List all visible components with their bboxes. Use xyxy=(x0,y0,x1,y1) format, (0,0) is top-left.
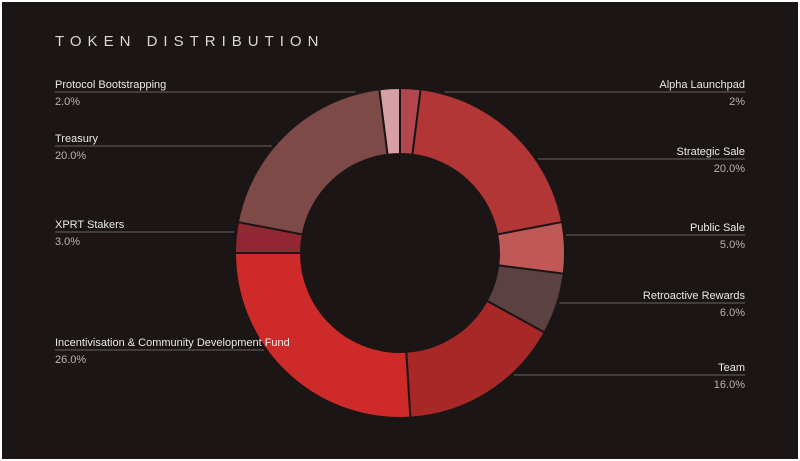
slice-label: Treasury xyxy=(55,133,98,145)
slice-label-block: Retroactive Rewards 6.0% xyxy=(643,290,745,319)
slice-value: 6.0% xyxy=(719,307,745,319)
slice-value: 5.0% xyxy=(719,239,745,251)
slice-value: 16.0% xyxy=(713,379,745,391)
slice-label-block: Alpha Launchpad 2% xyxy=(659,79,745,108)
slice-label: Retroactive Rewards xyxy=(642,290,745,302)
slice-label: Incentivisation & Community Development … xyxy=(55,337,290,349)
slice-label-block: Incentivisation & Community Development … xyxy=(55,337,290,366)
slice-label-block: Treasury 20.0% xyxy=(55,133,98,162)
donut-slice-treasury[interactable] xyxy=(236,88,389,236)
slice-label-block: Team 16.0% xyxy=(714,362,745,391)
slice-value: 20.0% xyxy=(55,150,87,162)
donut-slice-incentivisation-community-development-fund[interactable] xyxy=(234,252,412,419)
slice-label: XPRT Stakers xyxy=(55,219,125,231)
slice-value: 2% xyxy=(729,96,745,108)
slice-label: Protocol Bootstrapping xyxy=(55,79,167,91)
slice-label: Team xyxy=(718,362,745,374)
donut-slice-protocol-bootstrapping[interactable] xyxy=(378,87,401,156)
donut-slice-strategic-sale[interactable] xyxy=(411,88,564,236)
slice-label: Public Sale xyxy=(689,222,745,234)
slice-label-block: Protocol Bootstrapping 2.0% xyxy=(55,79,166,108)
slice-value: 26.0% xyxy=(55,354,87,366)
slice-label: Alpha Launchpad xyxy=(659,79,745,91)
chart-title: TOKEN DISTRIBUTION xyxy=(55,33,325,50)
slice-label: Strategic Sale xyxy=(676,146,745,158)
slice-value: 3.0% xyxy=(55,236,81,248)
slice-label-block: Strategic Sale 20.0% xyxy=(677,146,745,175)
slice-value: 2.0% xyxy=(55,96,81,108)
slice-label-block: Public Sale 5.0% xyxy=(690,222,745,251)
slice-value: 20.0% xyxy=(713,163,745,175)
slice-label-block: XPRT Stakers 3.0% xyxy=(55,219,124,248)
